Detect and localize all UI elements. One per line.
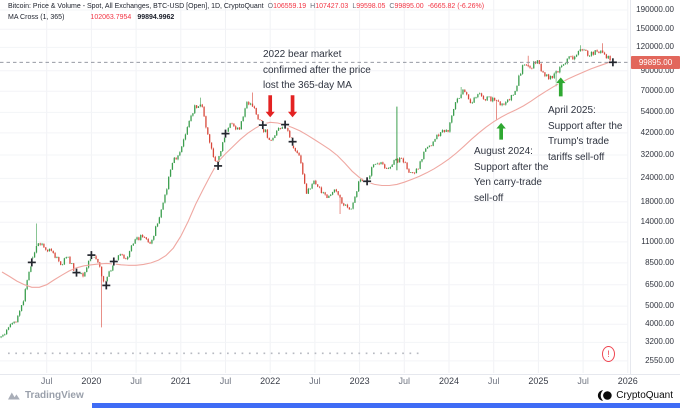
bottom-progress-bar	[92, 403, 680, 408]
x-axis-label: 2024	[438, 376, 460, 386]
cross-marker	[608, 58, 617, 67]
x-axis-label: Jul	[130, 376, 142, 386]
cross-marker	[87, 251, 96, 260]
y-axis-label: 18000.00	[640, 196, 674, 206]
y-axis-label: 5000.00	[645, 301, 674, 311]
cross-marker	[221, 129, 230, 138]
indicator-name: MA Cross (1, 365)	[8, 14, 65, 21]
y-axis-label: 90000.00	[640, 65, 674, 75]
indicator-slow-value: 99894.9962	[137, 14, 175, 21]
cross-marker	[288, 137, 297, 146]
ohlc-low-label: L	[352, 3, 357, 10]
cross-marker	[281, 120, 290, 129]
y-axis-label: 3200.00	[645, 337, 674, 347]
x-axis-label: 2023	[349, 376, 370, 386]
x-axis-label: 2020	[81, 376, 102, 386]
ohlc-open-value: 106559.19	[273, 3, 307, 10]
y-axis-label: 70000.00	[640, 86, 674, 96]
ohlc-high-label: H	[310, 3, 316, 10]
green-up-arrow	[554, 76, 567, 98]
symbol-title: Bitcoin: Price & Volume - Spot, All Exch…	[8, 3, 264, 10]
indicator-fast-value: 102063.7954	[90, 14, 132, 21]
y-axis-label: 2550.00	[645, 355, 674, 365]
x-axis-label: Jul	[309, 376, 321, 386]
warning-icon[interactable]: !	[602, 346, 615, 362]
y-axis-price-scale[interactable]: 190000.00 150000.00 120000.00 90000.00 70000…	[631, 0, 677, 374]
x-axis-label: 2026	[617, 376, 638, 386]
y-axis-label: 4000.00	[645, 319, 674, 329]
indicator-row[interactable]: MA Cross (1, 365) 102063.7954 99894.9962	[8, 14, 174, 21]
x-axis-label: Jul	[487, 376, 500, 386]
x-axis-time-scale[interactable]: Jul 2020 Jul 2021 Jul 2022 Jul 2023 Jul 2024 Jul 20…	[0, 376, 660, 388]
y-axis-label: 24000.00	[640, 173, 674, 183]
y-axis-label: 190000.00	[636, 5, 674, 14]
cross-marker	[258, 121, 267, 130]
ma-cross-markers	[27, 58, 617, 290]
y-axis-label: 42000.00	[640, 127, 674, 137]
last-price-label: 99895.00	[631, 55, 680, 69]
red-down-arrow	[286, 94, 299, 119]
tradingview-logo[interactable]: TradingView	[7, 389, 84, 401]
x-axis-separator	[0, 374, 680, 375]
cross-marker	[72, 268, 81, 277]
ohlc-open-label: O	[267, 3, 274, 10]
ohlc-close-label: C	[389, 3, 395, 10]
cryptoquant-logo[interactable]: CryptoQuant	[596, 389, 673, 402]
tradingview-mountain-icon	[8, 392, 20, 400]
ohlc-close-value: 99895.00	[394, 3, 424, 10]
ohlc-change: -6665.82 (-6.26%)	[427, 3, 485, 10]
annotation-2022-bear-market: 2022 bear market confirmed after the pri…	[263, 49, 371, 91]
y-axis-label: 150000.00	[636, 24, 674, 34]
x-axis-label: Jul	[577, 376, 589, 386]
green-up-arrow	[495, 121, 508, 141]
cross-marker	[27, 258, 36, 267]
annotation-april-2025-support: April 2025: Support after the Trump's tr…	[548, 105, 623, 163]
cryptoquant-logo-text: CryptoQuant	[616, 390, 673, 401]
x-axis-label: Jul	[40, 376, 53, 386]
ohlc-low-value: 99598.05	[356, 3, 386, 10]
tradingview-logo-text: TradingView	[25, 389, 84, 401]
x-axis-label: Jul	[219, 376, 232, 386]
y-axis-separator	[630, 0, 631, 374]
x-axis-label: 2022	[260, 376, 281, 386]
y-axis-label: 11000.00	[641, 236, 674, 246]
ma-365-line	[1, 60, 614, 288]
symbol-title-bar[interactable]: Bitcoin: Price & Volume - Spot, All Exch…	[8, 3, 484, 10]
annotation-august-2024-support: August 2024: Support after the Yen carry…	[474, 146, 549, 204]
y-axis-label: 6500.00	[645, 279, 674, 289]
cross-marker	[214, 161, 223, 170]
red-down-arrow	[264, 94, 277, 119]
cross-marker	[102, 281, 111, 290]
cryptoquant-icon	[598, 390, 612, 401]
y-axis-label: 120000.00	[636, 42, 674, 52]
cross-marker	[363, 177, 372, 186]
x-axis-label: 2025	[528, 376, 549, 386]
y-axis-label: 8500.00	[645, 257, 674, 267]
x-axis-label: 2021	[170, 376, 191, 386]
y-axis-label: 54000.00	[640, 107, 674, 117]
y-axis-label: 32000.00	[640, 149, 674, 159]
cross-marker	[109, 257, 118, 266]
y-axis-label: 14000.00	[640, 217, 674, 227]
ohlc-high-value: 107427.03	[315, 3, 349, 10]
x-axis-label: Jul	[398, 376, 411, 386]
